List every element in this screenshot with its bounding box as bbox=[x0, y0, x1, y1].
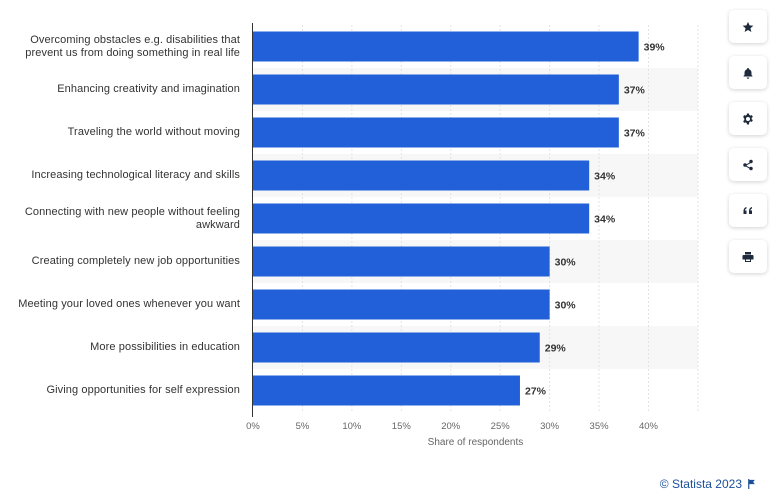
printer-icon bbox=[742, 251, 754, 262]
flag-icon bbox=[748, 479, 755, 489]
bar bbox=[253, 74, 619, 105]
share-button[interactable] bbox=[729, 148, 767, 181]
settings-button[interactable] bbox=[729, 102, 767, 135]
chart-toolbar bbox=[729, 10, 767, 286]
category-label: Connecting with new people without feeli… bbox=[24, 205, 240, 231]
category-label: Increasing technological literacy and sk… bbox=[31, 169, 240, 181]
bar bbox=[253, 203, 590, 234]
data-label: 34% bbox=[594, 171, 616, 183]
share-icon bbox=[743, 159, 753, 170]
data-label: 34% bbox=[594, 214, 616, 226]
x-tick-label: 35% bbox=[590, 421, 610, 432]
x-tick-label: 30% bbox=[540, 421, 560, 432]
x-tick-label: 0% bbox=[246, 421, 260, 432]
gear-icon bbox=[743, 113, 753, 124]
category-label: Enhancing creativity and imagination bbox=[57, 83, 240, 95]
x-tick-label: 5% bbox=[296, 421, 310, 432]
bell-icon bbox=[743, 67, 753, 79]
star-icon bbox=[742, 21, 754, 32]
bar bbox=[253, 375, 520, 406]
x-tick-label: 10% bbox=[342, 421, 362, 432]
bar bbox=[253, 332, 540, 363]
data-label: 27% bbox=[525, 386, 547, 398]
bar bbox=[253, 246, 550, 277]
print-button[interactable] bbox=[729, 240, 767, 273]
category-label: Creating completely new job opportunitie… bbox=[31, 255, 240, 267]
cite-button[interactable] bbox=[729, 194, 767, 227]
x-tick-label: 15% bbox=[392, 421, 412, 432]
statista-credit[interactable]: © Statista 2023 bbox=[660, 477, 756, 491]
data-label: 30% bbox=[555, 257, 577, 269]
notification-button[interactable] bbox=[729, 56, 767, 89]
x-tick-label: 20% bbox=[441, 421, 461, 432]
bar bbox=[253, 160, 590, 191]
data-label: 29% bbox=[545, 343, 567, 355]
category-label: More possibilities in education bbox=[90, 341, 240, 353]
bar bbox=[253, 31, 639, 62]
category-label: Overcoming obstacles e.g. disabilities t… bbox=[25, 33, 240, 59]
favorite-button[interactable] bbox=[729, 10, 767, 43]
category-label: Meeting your loved ones whenever you wan… bbox=[18, 298, 240, 310]
quote-icon bbox=[743, 206, 752, 214]
bar-chart: 0% 5% 10% 15% 20% 25% 30% 35% 40% 39% 37% 37% 34% 34%… bbox=[246, 23, 699, 448]
credit-text: © Statista 2023 bbox=[659, 477, 742, 491]
data-label: 37% bbox=[624, 85, 646, 97]
data-label: 39% bbox=[644, 42, 666, 54]
bar bbox=[253, 289, 550, 320]
x-tick-label: 25% bbox=[491, 421, 511, 432]
category-label: Traveling the world without moving bbox=[67, 126, 240, 138]
x-axis-title: Share of respondents bbox=[428, 437, 524, 448]
category-label: Giving opportunities for self expression bbox=[46, 384, 240, 396]
data-label: 37% bbox=[624, 128, 646, 140]
x-tick-label: 40% bbox=[639, 421, 659, 432]
bar bbox=[253, 117, 619, 148]
chart-area: 0% 5% 10% 15% 20% 25% 30% 35% 40% 39% 37% 37% 34% 34%… bbox=[18, 23, 699, 448]
data-label: 30% bbox=[555, 300, 577, 312]
